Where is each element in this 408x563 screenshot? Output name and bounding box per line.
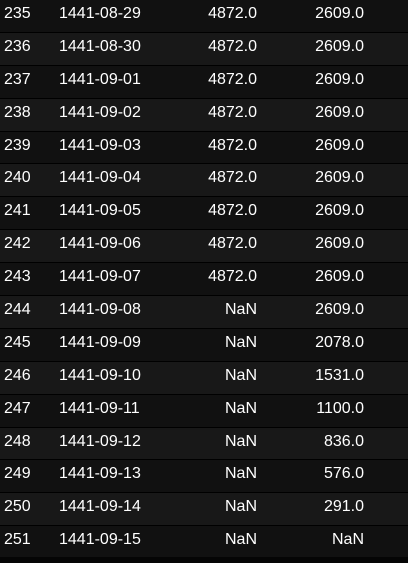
row-value-b: NaN bbox=[331, 531, 364, 549]
row-value-b: 2609.0 bbox=[315, 301, 364, 319]
row-value-a: NaN bbox=[224, 531, 257, 549]
row-value-b: 2609.0 bbox=[315, 268, 364, 286]
table-row: 242 1441-09-06 4872.0 2609.0 bbox=[0, 230, 408, 264]
row-value-a: 4872.0 bbox=[208, 235, 257, 253]
row-date: 1441-09-05 bbox=[59, 202, 141, 220]
row-value-a: 4872.0 bbox=[208, 268, 257, 286]
table-row: 244 1441-09-08 NaN 2609.0 bbox=[0, 296, 408, 329]
row-date: 1441-09-04 bbox=[59, 169, 141, 187]
row-date: 1441-09-06 bbox=[59, 235, 141, 253]
row-date: 1441-09-12 bbox=[59, 432, 141, 450]
row-date: 1441-09-11 bbox=[59, 399, 140, 417]
row-value-a: NaN bbox=[224, 301, 257, 319]
row-date: 1441-09-02 bbox=[59, 103, 141, 121]
row-date: 1441-09-10 bbox=[59, 366, 141, 384]
row-index: 241 bbox=[4, 202, 31, 220]
row-index: 244 bbox=[4, 301, 31, 319]
table-row: 239 1441-09-03 4872.0 2609.0 bbox=[0, 131, 408, 165]
row-date: 1441-09-13 bbox=[59, 465, 141, 483]
row-index: 238 bbox=[4, 103, 31, 121]
table-row: 236 1441-08-30 4872.0 2609.0 bbox=[0, 32, 408, 66]
row-index: 239 bbox=[4, 136, 31, 154]
row-index: 250 bbox=[4, 498, 31, 516]
row-value-a: NaN bbox=[224, 333, 257, 351]
table-row: 249 1441-09-13 NaN 576.0 bbox=[0, 460, 408, 494]
row-index: 236 bbox=[4, 37, 31, 55]
row-value-b: 2609.0 bbox=[315, 169, 364, 187]
row-index: 235 bbox=[4, 5, 31, 22]
row-date: 1441-09-15 bbox=[59, 531, 141, 549]
table-row: 240 1441-09-04 4872.0 2609.0 bbox=[0, 164, 408, 198]
row-value-a: 4872.0 bbox=[208, 136, 257, 154]
row-date: 1441-09-07 bbox=[59, 268, 141, 286]
row-index: 243 bbox=[4, 268, 31, 286]
row-index: 251 bbox=[4, 531, 31, 549]
row-value-a: NaN bbox=[224, 465, 257, 483]
table-row: 241 1441-09-05 4872.0 2609.0 bbox=[0, 197, 408, 231]
row-value-a: NaN bbox=[224, 366, 257, 384]
row-index: 249 bbox=[4, 465, 31, 483]
row-date: 1441-09-08 bbox=[59, 301, 141, 319]
row-value-b: 1100.0 bbox=[316, 399, 364, 417]
table-row: 250 1441-09-14 NaN 291.0 bbox=[0, 493, 408, 527]
row-date: 1441-08-29 bbox=[59, 5, 141, 22]
row-index: 247 bbox=[4, 399, 31, 417]
table-row: 238 1441-09-02 4872.0 2609.0 bbox=[0, 98, 408, 132]
row-value-b: 836.0 bbox=[323, 432, 364, 450]
row-value-b: 291.0 bbox=[323, 498, 364, 516]
row-index: 248 bbox=[4, 432, 31, 450]
table-row: 246 1441-09-10 NaN 1531.0 bbox=[0, 361, 408, 395]
row-value-a: 4872.0 bbox=[208, 5, 257, 22]
row-index: 237 bbox=[4, 70, 31, 88]
row-date: 1441-09-14 bbox=[59, 498, 141, 516]
table-row: 235 1441-08-29 4872.0 2609.0 bbox=[0, 0, 408, 33]
row-value-a: NaN bbox=[224, 432, 257, 450]
row-value-a: 4872.0 bbox=[208, 70, 257, 88]
row-value-b: 2609.0 bbox=[315, 5, 364, 22]
row-value-a: 4872.0 bbox=[208, 202, 257, 220]
row-value-b: 2609.0 bbox=[315, 37, 364, 55]
row-value-b: 1531.0 bbox=[315, 366, 364, 384]
row-value-b: 2609.0 bbox=[315, 70, 364, 88]
row-value-b: 2609.0 bbox=[315, 202, 364, 220]
table-row: 248 1441-09-12 NaN 836.0 bbox=[0, 427, 408, 461]
row-value-b: 2078.0 bbox=[315, 333, 364, 351]
row-value-b: 2609.0 bbox=[315, 235, 364, 253]
row-value-b: 2609.0 bbox=[315, 103, 364, 121]
row-value-a: 4872.0 bbox=[208, 37, 257, 55]
bottom-edge bbox=[0, 557, 408, 563]
row-index: 246 bbox=[4, 366, 31, 384]
row-value-b: 2609.0 bbox=[315, 136, 364, 154]
table-row: 251 1441-09-15 NaN NaN bbox=[0, 526, 408, 560]
table-row: 247 1441-09-11 NaN 1100.0 bbox=[0, 394, 408, 428]
table-row: 245 1441-09-09 NaN 2078.0 bbox=[0, 328, 408, 362]
row-index: 240 bbox=[4, 169, 31, 187]
table-row: 237 1441-09-01 4872.0 2609.0 bbox=[0, 65, 408, 99]
row-index: 242 bbox=[4, 235, 31, 253]
row-value-a: NaN bbox=[224, 498, 257, 516]
row-date: 1441-09-03 bbox=[59, 136, 141, 154]
row-value-a: NaN bbox=[224, 399, 257, 417]
row-date: 1441-09-01 bbox=[59, 70, 141, 88]
row-date: 1441-08-30 bbox=[59, 37, 141, 55]
row-index: 245 bbox=[4, 333, 31, 351]
row-value-b: 576.0 bbox=[323, 465, 364, 483]
table-row: 243 1441-09-07 4872.0 2609.0 bbox=[0, 263, 408, 297]
row-value-a: 4872.0 bbox=[208, 103, 257, 121]
row-date: 1441-09-09 bbox=[59, 333, 141, 351]
row-value-a: 4872.0 bbox=[208, 169, 257, 187]
